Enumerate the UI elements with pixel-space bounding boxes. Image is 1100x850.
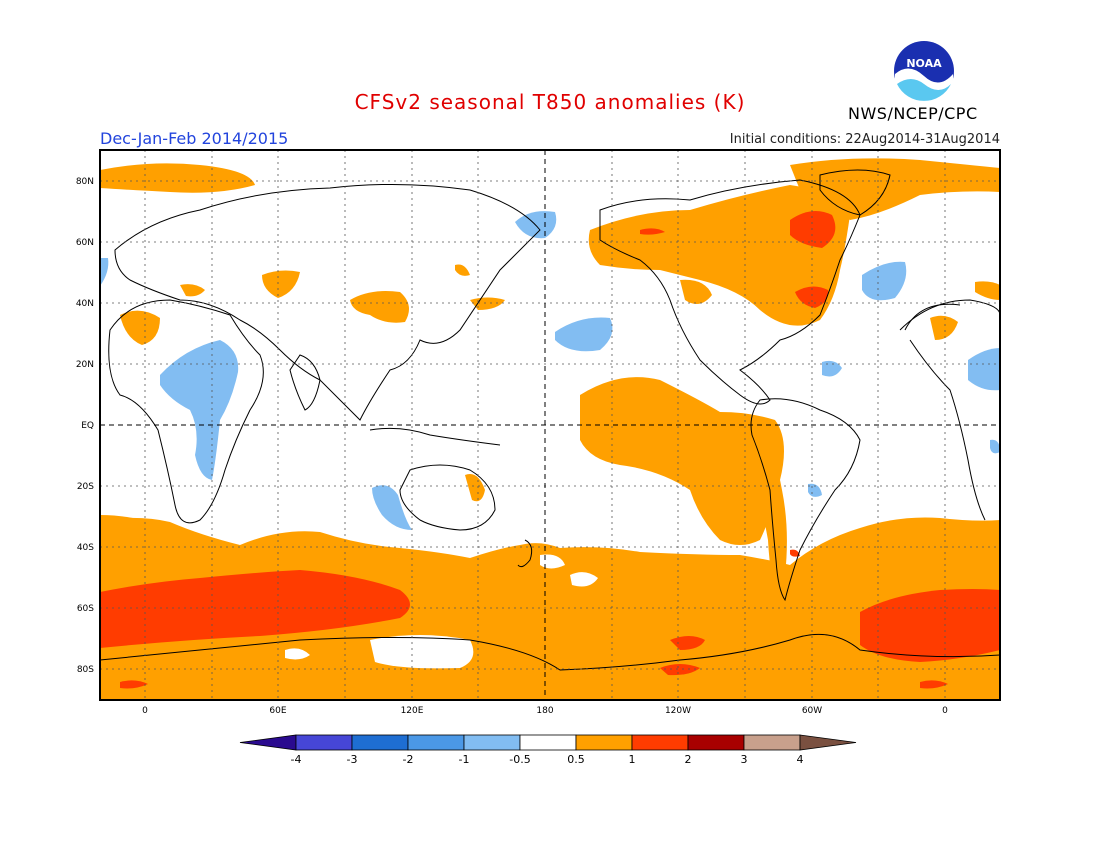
colorbar-swatch <box>519 734 577 751</box>
graticule <box>100 150 1000 700</box>
southern-red-band-east <box>860 589 1000 662</box>
equator-dateline <box>100 150 1000 700</box>
colorbar-swatch <box>575 734 633 751</box>
patagonia-red-sliver <box>790 549 800 557</box>
australia-positive <box>465 474 485 502</box>
colorbar-swatch <box>407 734 465 751</box>
colorbar-swatch <box>631 734 689 751</box>
west-africa-positive <box>120 310 160 345</box>
noaa-logo: NOAA <box>894 41 954 102</box>
colorbar-swatch <box>743 734 801 751</box>
colorbar-swatch <box>687 734 745 751</box>
colorbar-label: 3 <box>741 753 748 766</box>
colorbar-label: -0.5 <box>509 753 530 766</box>
lat-label: 80N <box>76 177 94 187</box>
lon-label: 120W <box>665 706 691 716</box>
lat-label: 60S <box>77 604 94 614</box>
arctic-positive-west <box>100 163 255 193</box>
antarctic-red-patch <box>670 636 705 650</box>
arctic-positive-east <box>790 158 1000 220</box>
south-america-negative <box>808 483 822 497</box>
anomaly-fields <box>100 150 1000 700</box>
initial-conditions-label: Initial conditions: 22Aug2014-31Aug2014 <box>729 132 1000 147</box>
colorbar-label: -1 <box>459 753 470 766</box>
lat-label: 80S <box>77 665 94 675</box>
europe-positive-patch <box>180 284 205 297</box>
europe-negative-left <box>100 258 109 286</box>
hudson-red-patch <box>790 211 836 248</box>
east-asia-positive-small <box>455 264 470 276</box>
colorbar-label: -3 <box>347 753 358 766</box>
longitude-labels: 0 60E 120E 180 120W 60W 0 <box>142 706 948 716</box>
lon-label: 0 <box>942 706 948 716</box>
caribbean-negative <box>822 360 842 377</box>
colorbar-swatch <box>463 734 521 751</box>
season-label: Dec-Jan-Feb 2014/2015 <box>100 129 289 148</box>
colorbar: -4 -3 -2 -1 -0.5 0.5 1 2 3 4 <box>239 734 857 766</box>
lon-label: 0 <box>142 706 148 716</box>
colorbar-max-arrow <box>799 734 857 751</box>
north-atlantic-positive-right <box>975 281 1000 300</box>
indian-ocean-negative-right <box>990 439 1000 454</box>
colorbar-swatch <box>351 734 409 751</box>
colorbar-label: -2 <box>403 753 414 766</box>
colorbar-label: 0.5 <box>567 753 585 766</box>
central-asia-positive <box>262 270 300 298</box>
colorbar-label: 2 <box>685 753 692 766</box>
southern-red-band-west <box>100 570 410 648</box>
north-america-positive <box>588 185 850 326</box>
australia-negative <box>372 485 412 530</box>
alaska-red-sliver <box>640 228 665 235</box>
colorbar-min-arrow <box>239 734 297 751</box>
north-atlantic-negative <box>862 261 907 301</box>
north-pacific-patch <box>680 279 712 304</box>
south-atlantic-positive-left <box>100 515 160 535</box>
antarctic-red-small <box>660 664 700 676</box>
lon-label: 120E <box>401 706 424 716</box>
africa-negative <box>160 340 239 480</box>
agency-label: NWS/NCEP/CPC <box>848 104 978 123</box>
lat-label: 20N <box>76 360 94 370</box>
atlantic-positive-patch <box>930 315 958 340</box>
lat-label: EQ <box>81 421 94 431</box>
white-hole-4 <box>540 554 565 569</box>
lat-label: 40N <box>76 299 94 309</box>
lat-label: 60N <box>76 238 94 248</box>
west-africa-negative-right <box>968 348 1000 391</box>
white-hole-2 <box>285 648 310 660</box>
noaa-logo-text: NOAA <box>906 57 942 70</box>
tropical-pacific-positive <box>580 377 784 545</box>
japan-positive <box>470 297 505 310</box>
white-hole-3 <box>570 572 598 587</box>
antarctic-red-small-2 <box>120 680 148 689</box>
east-asia-positive <box>350 291 409 323</box>
colorbar-label: 1 <box>629 753 636 766</box>
map-title: CFSv2 seasonal T850 anomalies (K) <box>354 90 746 114</box>
lon-label: 60W <box>802 706 822 716</box>
white-hole-1 <box>370 635 474 669</box>
antarctic-red-small-3 <box>920 680 948 689</box>
lon-label: 60E <box>269 706 286 716</box>
lon-label: 180 <box>536 706 553 716</box>
lat-label: 20S <box>77 482 94 492</box>
colorbar-swatch <box>295 734 353 751</box>
colorbar-label: 4 <box>797 753 804 766</box>
colorbar-label: -4 <box>291 753 302 766</box>
map-frame <box>99 149 1001 701</box>
central-pacific-negative <box>555 317 613 352</box>
latitude-labels: 80N 60N 40N 20N EQ 20S 40S 60S 80S <box>76 177 94 675</box>
lat-label: 40S <box>77 543 94 553</box>
